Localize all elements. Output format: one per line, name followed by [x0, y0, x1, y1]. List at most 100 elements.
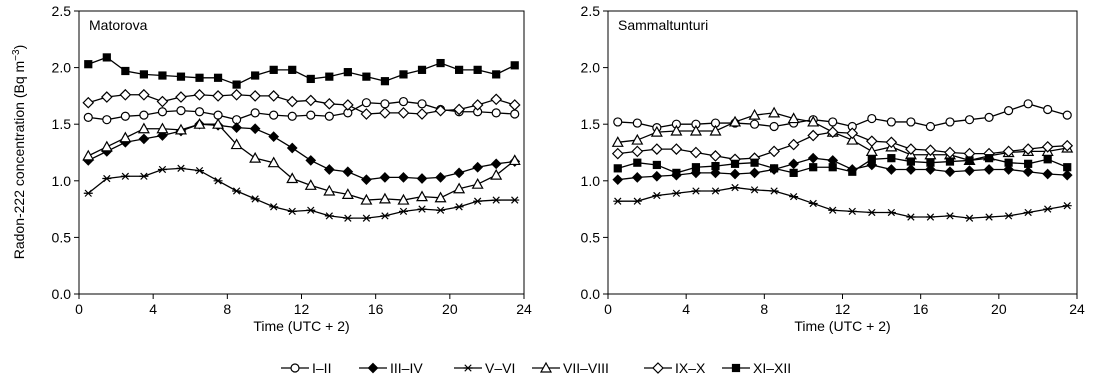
series-line — [617, 112, 1068, 162]
data-point — [232, 187, 242, 195]
data-point — [983, 164, 995, 175]
data-point — [749, 167, 760, 179]
data-point — [100, 91, 113, 103]
data-point — [671, 189, 681, 197]
data-point — [230, 88, 243, 101]
data-point — [847, 207, 857, 216]
data-point — [508, 99, 521, 111]
data-point — [249, 151, 262, 163]
data-point — [490, 168, 503, 180]
data-point — [269, 110, 279, 120]
data-point — [213, 73, 223, 82]
data-point — [139, 70, 148, 79]
x-tick-label: 12 — [294, 301, 310, 317]
data-point — [250, 108, 260, 118]
data-point — [361, 98, 371, 108]
data-point — [287, 111, 297, 121]
data-point — [398, 96, 409, 107]
data-point — [926, 158, 935, 167]
series-xi-xii — [84, 53, 519, 89]
data-point — [416, 190, 429, 202]
data-point — [613, 117, 623, 127]
data-point — [156, 122, 169, 134]
y-tick-label: 0.5 — [52, 229, 72, 245]
data-point — [886, 208, 896, 217]
data-point — [690, 146, 702, 159]
data-point — [341, 188, 354, 199]
legend-item: IX–X — [644, 360, 706, 376]
data-point — [924, 144, 937, 157]
data-point — [510, 109, 520, 119]
data-point — [138, 133, 150, 145]
data-point — [194, 107, 205, 117]
x-tick-label: 8 — [760, 301, 768, 317]
data-point — [964, 165, 975, 176]
data-point — [925, 121, 936, 132]
data-point — [286, 95, 299, 108]
data-point — [158, 71, 167, 80]
data-point — [691, 163, 701, 172]
data-point — [1062, 110, 1072, 120]
data-point — [846, 133, 859, 145]
data-point — [807, 129, 820, 142]
data-point — [119, 88, 132, 101]
panel-matorova: 0 4 8 12 16 20 24 0.0 0.5 1.0 1.5 2.0 2.5 Matorova Tim… — [52, 3, 532, 334]
data-point — [378, 192, 391, 204]
data-point — [398, 172, 409, 183]
data-point — [867, 113, 877, 124]
data-point — [689, 124, 702, 136]
data-point — [380, 77, 390, 86]
data-point — [342, 99, 354, 111]
data-point — [808, 199, 818, 208]
panel-sammaltunturi: 0 4 8 12 16 20 24 0.0 0.5 1.0 1.5 2.0 2.5 Sammaltuntu… — [581, 3, 1085, 334]
data-point — [650, 125, 663, 137]
data-point — [491, 108, 501, 118]
data-point — [455, 65, 464, 74]
data-point — [1062, 202, 1072, 210]
data-point — [826, 126, 839, 138]
data-point — [360, 108, 373, 120]
y-tick-label: 2.5 — [581, 3, 601, 19]
x-axis-label: Time (UTC + 2) — [253, 318, 349, 334]
data-point — [632, 118, 642, 128]
data-point — [119, 131, 132, 143]
data-point — [750, 186, 760, 194]
data-point — [906, 157, 915, 166]
data-point — [710, 187, 720, 195]
data-point — [670, 143, 683, 155]
data-point — [176, 164, 186, 173]
y-tick-label: 1.0 — [52, 173, 72, 189]
data-point — [174, 123, 187, 135]
legend-label: I–II — [312, 360, 331, 376]
data-point — [212, 90, 224, 102]
data-point — [399, 70, 408, 79]
data-point — [306, 74, 315, 84]
series-xi-xii — [613, 154, 1072, 177]
data-point — [304, 94, 317, 107]
data-point — [323, 184, 336, 196]
data-point — [846, 127, 859, 140]
data-point — [268, 131, 280, 143]
data-point — [964, 115, 975, 125]
data-point — [611, 147, 624, 160]
x-tick-label: 4 — [682, 301, 690, 317]
data-point — [750, 158, 759, 167]
data-point — [324, 212, 334, 220]
data-point — [886, 164, 897, 175]
series-v-vi — [613, 183, 1072, 222]
series-line — [617, 186, 1068, 219]
legend-marker — [731, 363, 741, 373]
y-tick-label: 1.0 — [581, 173, 601, 189]
data-point — [286, 142, 298, 154]
data-point — [304, 179, 317, 190]
data-point — [288, 65, 297, 74]
data-point — [434, 104, 447, 117]
data-point — [886, 117, 896, 127]
data-point — [611, 136, 624, 147]
data-point — [139, 110, 149, 120]
data-point — [828, 163, 837, 172]
data-point — [213, 110, 223, 120]
legend-item: I–II — [281, 360, 331, 376]
data-point — [1043, 155, 1052, 164]
data-point — [510, 61, 519, 70]
